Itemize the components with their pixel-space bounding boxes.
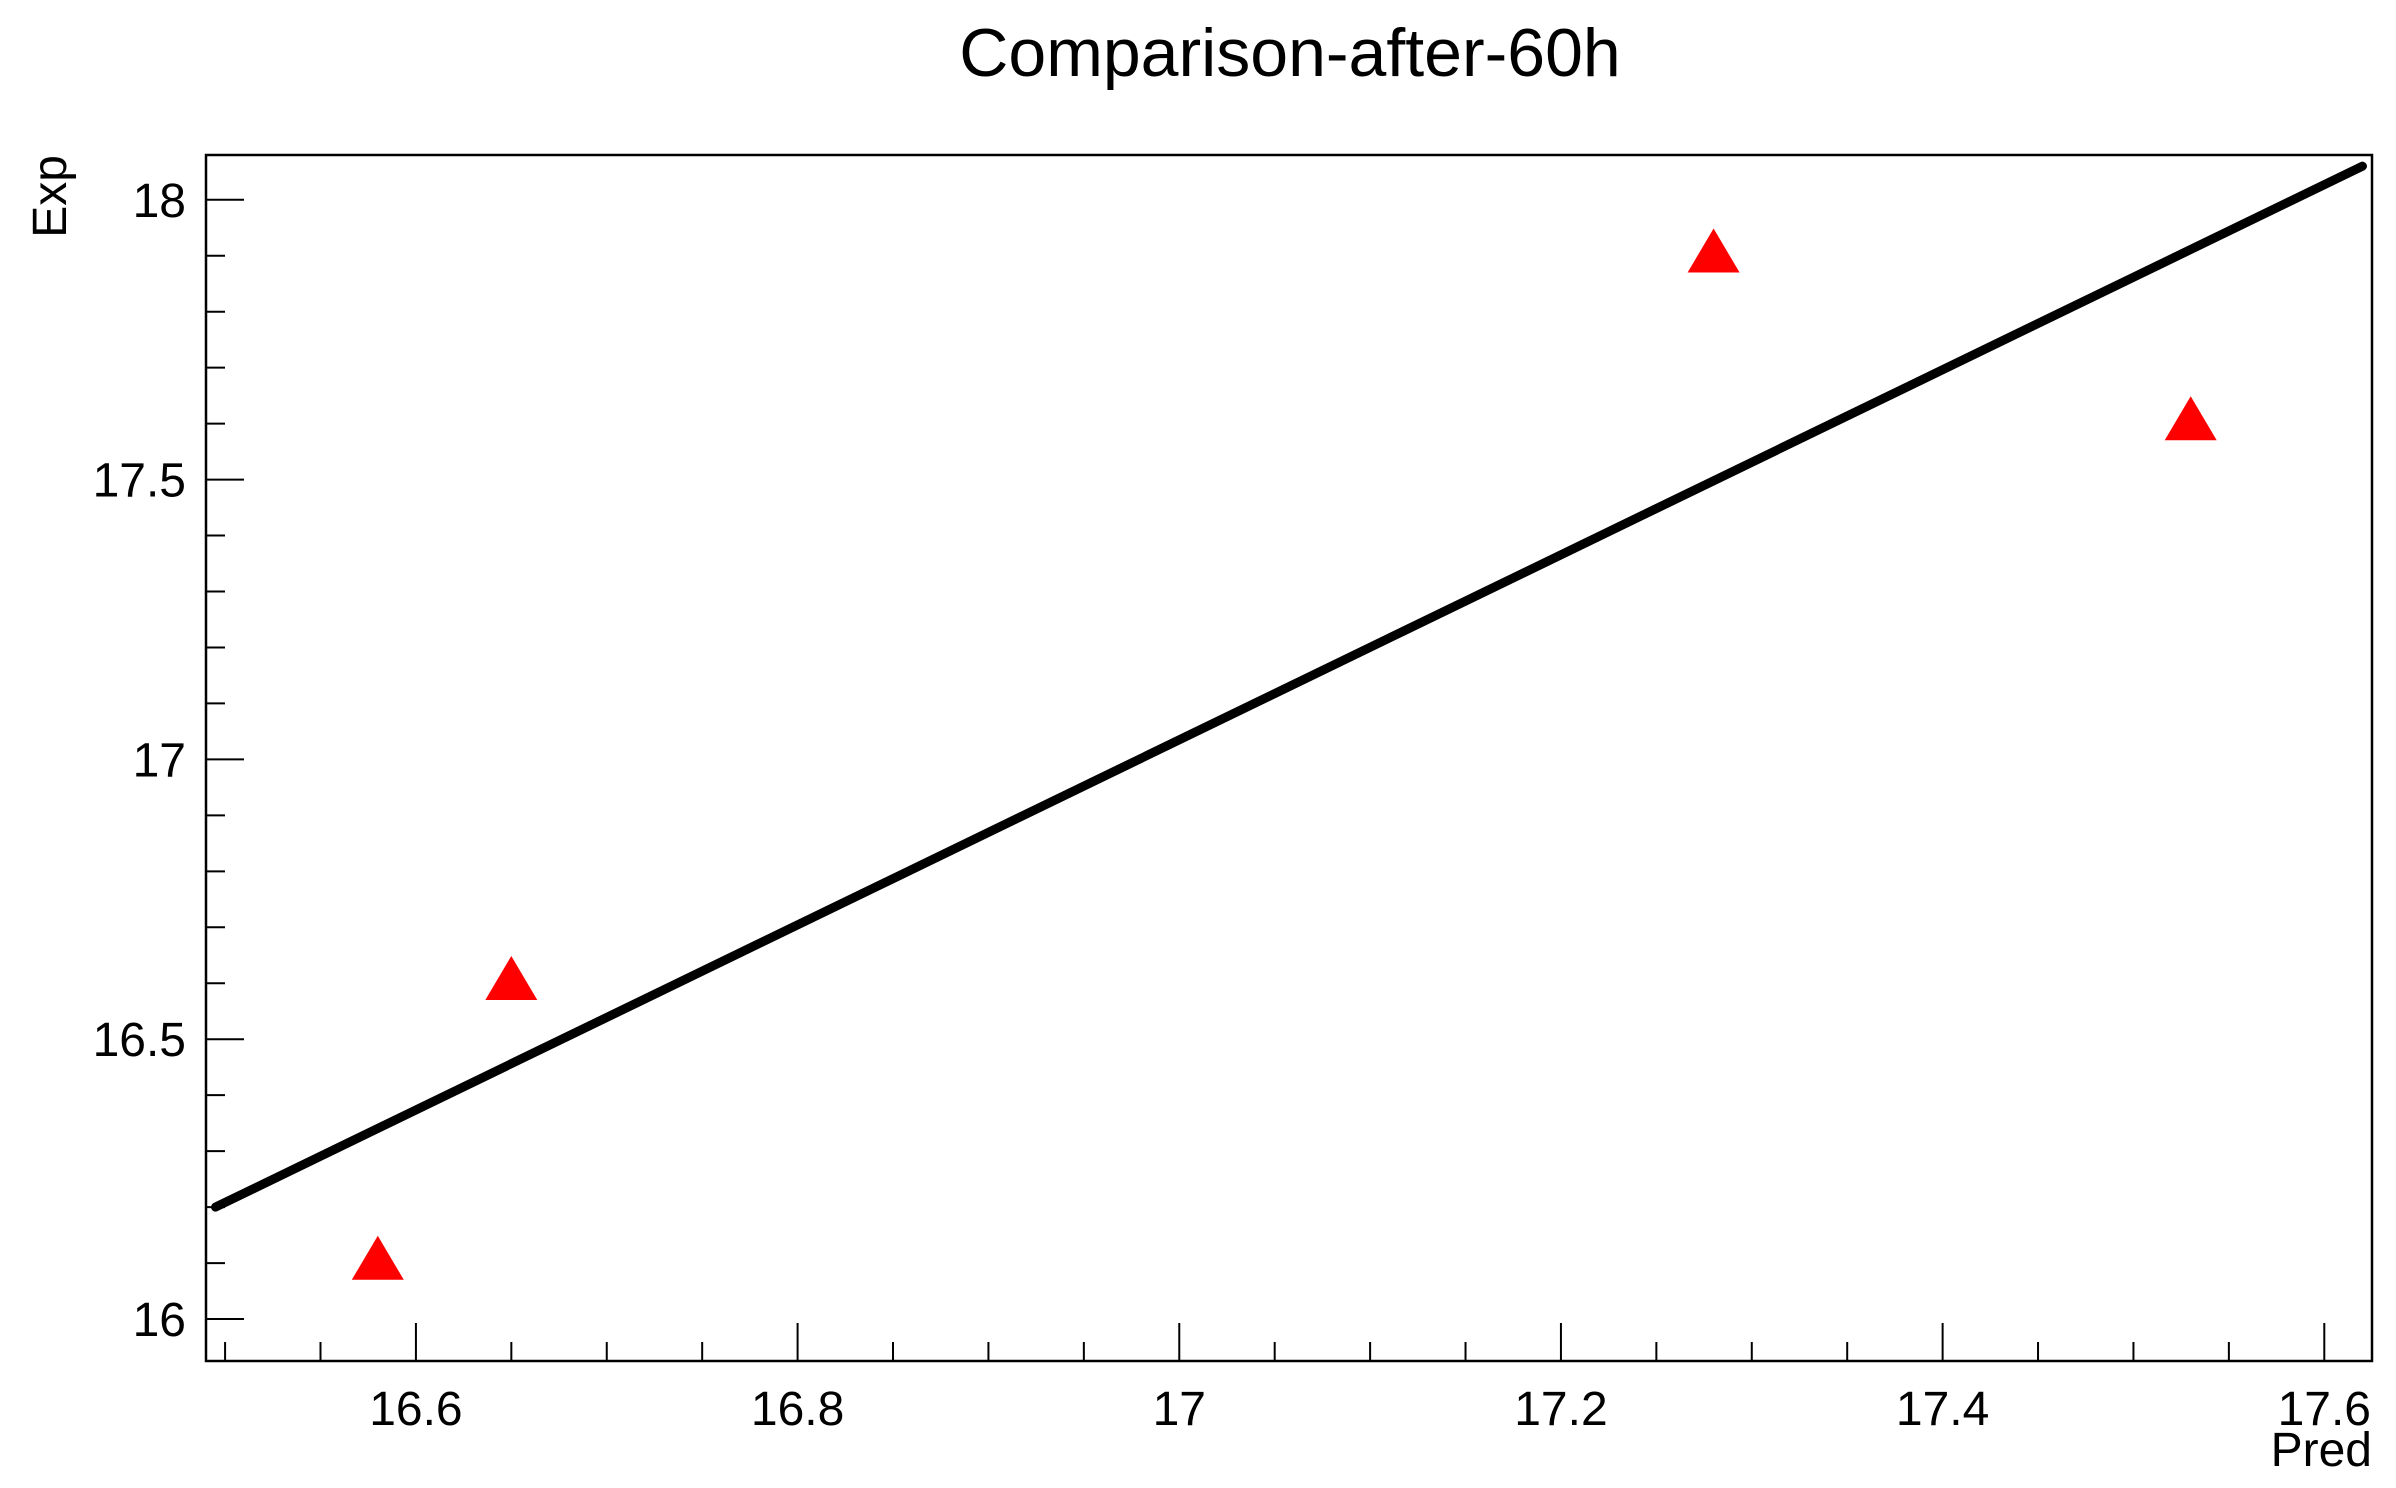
y-tick-label: 16.5 [93,1014,186,1067]
fit-line [211,161,2367,1212]
y-tick-label: 16 [133,1294,186,1347]
x-tick-label: 17.4 [1896,1383,1989,1436]
data-point [351,1235,404,1280]
x-axis-title: Pred [2271,1424,2372,1477]
x-tick-label: 17.6 [2278,1383,2371,1436]
data-point [1687,228,1740,273]
y-axis-title: Exp [24,155,77,238]
x-tick-label: 16.6 [369,1383,462,1436]
y-tick-label: 17 [133,734,186,787]
chart-title: Comparison-after-60h [959,15,1620,91]
x-tick-label: 17.2 [1514,1383,1607,1436]
x-tick-label: 17 [1153,1383,1206,1436]
plot-frame [204,153,2374,1363]
y-tick-label: 17.5 [93,455,186,508]
data-point [485,956,538,1000]
data-point [2164,396,2217,441]
axes: 16.6 16.8 17 17.2 17.4 17.6 16 16.5 17 17.5 18 [93,175,2371,1436]
y-tick-label: 18 [133,175,186,228]
x-tick-label: 16.8 [751,1383,844,1436]
series [211,161,2367,1280]
